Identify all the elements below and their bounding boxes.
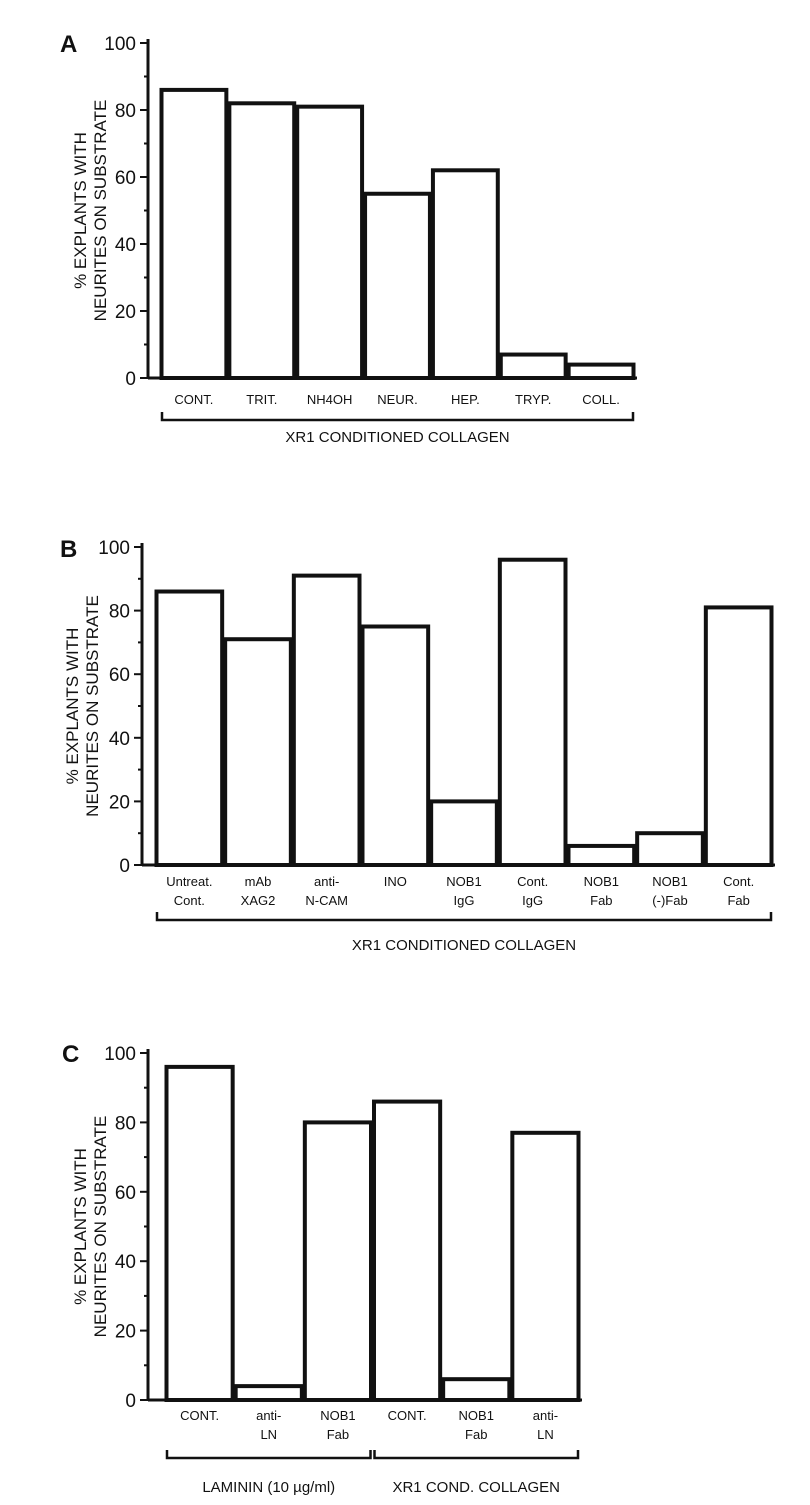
panel-A: A 0 20 40 60 80 100 % EXPLANTS WITH NEURITES ON …: [60, 31, 637, 446]
group-bracket: [160, 412, 635, 422]
bar: [154, 589, 225, 868]
x-tick-label: HEP.: [451, 392, 480, 407]
bar: [635, 831, 705, 868]
y-tick-label: 80: [115, 1113, 136, 1134]
x-tick-label: NOB1: [584, 874, 619, 889]
x-tick-label: COLL.: [582, 392, 620, 407]
x-tick-label: IgG: [454, 893, 475, 908]
x-tick-label: NEUR.: [377, 392, 417, 407]
x-tick-label: NOB1: [320, 1408, 355, 1423]
x-tick-label: mAb: [245, 874, 272, 889]
bar: [295, 104, 365, 381]
y-tick-label: 60: [109, 665, 130, 686]
y-axis-label: % EXPLANTS WITH: [71, 1148, 90, 1305]
x-tick-label: NH4OH: [307, 392, 353, 407]
bar: [441, 1377, 512, 1403]
x-tick-label: Cont.: [517, 874, 548, 889]
y-tick-label: 100: [104, 34, 136, 55]
x-tick-label: CONT.: [180, 1408, 219, 1423]
group-bracket: [373, 1450, 580, 1460]
x-tick-label: TRYP.: [515, 392, 551, 407]
bar: [227, 101, 297, 381]
y-axis-label: NEURITES ON SUBSTRATE: [91, 1116, 110, 1338]
bar: [429, 799, 499, 868]
bar: [302, 1120, 374, 1403]
y-axis-label: % EXPLANTS WITH: [71, 132, 90, 289]
panel-B: B 0 20 40 60 80 100 % EXPLANTS WITH NEURITES ON …: [60, 536, 775, 954]
bar: [291, 573, 362, 867]
y-axis-label: % EXPLANTS WITH: [63, 628, 82, 785]
x-tick-label: NOB1: [459, 1408, 494, 1423]
bar: [372, 1099, 443, 1402]
group-label: XR1 CONDITIONED COLLAGEN: [352, 937, 576, 954]
panel-label: B: [60, 536, 77, 563]
panel-C: C 0 20 40 60 80 100 % EXPLANTS WITH NEURITES ON …: [62, 1041, 582, 1496]
x-tick-label: anti-: [533, 1408, 558, 1423]
x-tick-label: IgG: [522, 893, 543, 908]
y-tick-label: 100: [98, 538, 130, 559]
x-tick-label: Cont.: [174, 893, 205, 908]
x-tick-label: TRIT.: [246, 392, 277, 407]
x-tick-label: Untreat.: [166, 874, 212, 889]
x-tick-label: Cont.: [723, 874, 754, 889]
panel-label: C: [62, 1041, 79, 1068]
bar: [498, 352, 568, 380]
x-tick-label: Fab: [327, 1427, 349, 1442]
bar: [223, 637, 293, 867]
x-tick-label: N-CAM: [305, 893, 348, 908]
y-tick-label: 80: [115, 101, 136, 122]
y-tick-label: 0: [125, 1391, 136, 1412]
y-tick-label: 0: [125, 369, 136, 390]
y-tick-label: 40: [115, 235, 136, 256]
y-tick-label: 20: [115, 1322, 136, 1343]
bar: [566, 843, 637, 867]
group-label: XR1 COND. COLLAGEN: [392, 1479, 560, 1496]
y-tick-label: 0: [119, 856, 130, 877]
x-tick-label: (-)Fab: [652, 893, 687, 908]
group-bracket: [155, 912, 773, 922]
bar: [363, 191, 432, 380]
bar: [703, 605, 774, 867]
y-tick-label: 100: [104, 1044, 136, 1065]
bar: [566, 362, 636, 381]
group-label: LAMININ (10 µg/ml): [202, 1479, 335, 1496]
x-tick-label: anti-: [256, 1408, 281, 1423]
y-tick-label: 80: [109, 602, 130, 623]
panel-label: A: [60, 31, 77, 58]
x-tick-label: INO: [384, 874, 407, 889]
bar: [430, 168, 500, 380]
bar: [164, 1064, 235, 1402]
x-tick-label: LN: [537, 1427, 554, 1442]
x-tick-label: anti-: [314, 874, 339, 889]
y-tick-label: 40: [115, 1252, 136, 1273]
x-tick-label: NOB1: [446, 874, 481, 889]
y-tick-label: 20: [115, 302, 136, 323]
x-tick-label: Fab: [465, 1427, 487, 1442]
group-label: XR1 CONDITIONED COLLAGEN: [285, 429, 509, 446]
y-axis-label: NEURITES ON SUBSTRATE: [91, 100, 110, 322]
bar: [233, 1384, 304, 1402]
y-axis-label: NEURITES ON SUBSTRATE: [83, 595, 102, 817]
group-bracket: [165, 1450, 372, 1460]
x-tick-label: CONT.: [174, 392, 213, 407]
y-tick-label: 40: [109, 729, 130, 750]
x-tick-label: LN: [260, 1427, 277, 1442]
bar: [497, 557, 568, 867]
y-tick-label: 20: [109, 792, 130, 813]
x-tick-label: Fab: [727, 893, 749, 908]
bar: [510, 1130, 581, 1403]
x-tick-label: CONT.: [388, 1408, 427, 1423]
x-tick-label: Fab: [590, 893, 612, 908]
bar: [360, 624, 431, 867]
x-tick-label: XAG2: [241, 893, 276, 908]
x-tick-label: NOB1: [652, 874, 687, 889]
bar: [159, 87, 229, 381]
y-tick-label: 60: [115, 1183, 136, 1204]
y-tick-label: 60: [115, 168, 136, 189]
